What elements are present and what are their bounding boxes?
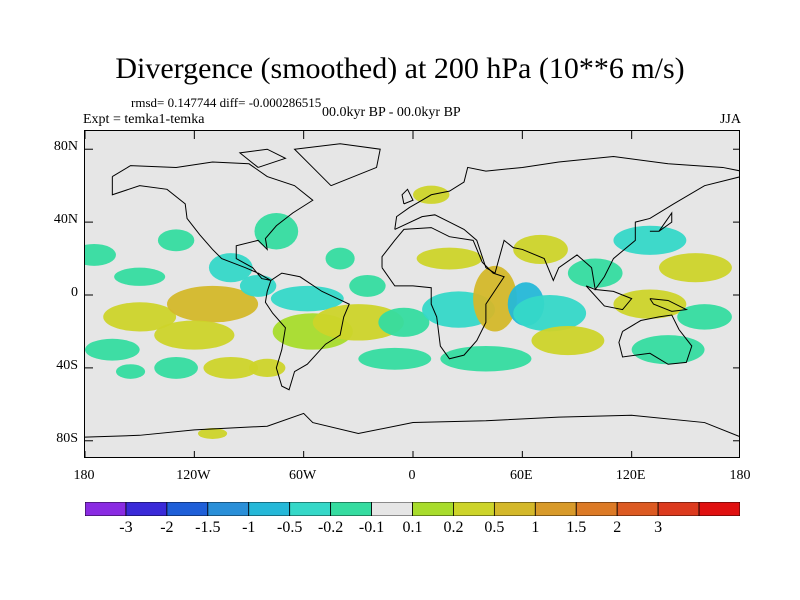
divergence-region-25 [659, 253, 732, 283]
divergence-region-12 [312, 304, 404, 341]
experiment-label: Expt = temka1-temka [83, 112, 205, 127]
divergence-region-2 [157, 229, 195, 252]
period-label: 00.0kyr BP - 00.0kyr BP [322, 105, 461, 120]
coastline-11 [238, 148, 287, 168]
colorbar-swatch-14 [657, 502, 700, 516]
colorbar-label: -0.5 [277, 519, 303, 536]
divergence-region-10 [270, 285, 344, 312]
divergence-region-15 [378, 307, 430, 337]
divergence-region-30 [358, 347, 432, 370]
divergence-region-7 [208, 253, 253, 283]
x-axis-label: 60W [289, 468, 317, 483]
colorbar-label: -3 [119, 519, 133, 536]
y-axis-label: 80S [56, 430, 78, 446]
colorbar-swatch-5 [289, 502, 332, 516]
colorbar-swatch-1 [125, 502, 168, 516]
coastline-6 [85, 412, 739, 438]
season-label: JJA [719, 112, 741, 127]
y-axis-label: 0 [71, 285, 78, 300]
coastline-5 [618, 314, 693, 365]
coastline-0 [111, 161, 314, 281]
divergence-region-17 [416, 247, 483, 270]
divergence-region-8 [239, 274, 277, 297]
divergence-region-26 [613, 289, 687, 319]
divergence-region-1 [114, 267, 166, 286]
colorbar-label: 2 [613, 519, 622, 536]
colorbar-swatch-7 [371, 502, 413, 516]
y-axis-label: 40S [56, 357, 78, 373]
divergence-region-21 [531, 325, 605, 356]
colorbar-label: 1.5 [566, 519, 587, 536]
divergence-field-map [85, 131, 739, 457]
colorbar-label: 0.2 [443, 519, 464, 536]
colorbar [85, 502, 740, 516]
x-axis-label: 180 [729, 468, 751, 483]
y-axis-label: 40N [53, 212, 78, 228]
divergence-region-3 [103, 302, 177, 332]
coastline-2 [293, 143, 381, 187]
rmsd-diff-stats: rmsd= 0.147744 diff= -0.000286515 [131, 95, 322, 110]
divergence-region-23 [567, 258, 623, 288]
coastline-1 [264, 272, 350, 391]
x-axis-label: 120W [176, 468, 211, 483]
divergence-region-24 [613, 225, 687, 255]
colorbar-label: -2 [160, 519, 174, 536]
x-axis-label: 120E [615, 468, 646, 483]
colorbar-swatch-3 [207, 502, 250, 516]
colorbar-swatch-2 [166, 502, 209, 516]
colorbar-swatch-13 [616, 502, 659, 516]
map-panel [84, 130, 740, 458]
divergence-region-27 [677, 304, 732, 330]
divergence-region-20 [513, 295, 587, 332]
divergence-region-22 [513, 234, 568, 265]
divergence-region-35 [115, 364, 146, 379]
colorbar-label: -0.2 [317, 519, 344, 536]
coastline-7 [585, 285, 633, 311]
divergence-region-18 [473, 265, 517, 332]
divergence-region-4 [167, 285, 259, 323]
colorbar-label: -1 [242, 519, 256, 536]
divergence-region-9 [254, 213, 299, 250]
colorbar-label: 3 [654, 519, 663, 536]
divergence-region-0 [85, 243, 116, 266]
divergence-region-36 [197, 428, 228, 439]
colorbar-swatch-15 [698, 502, 740, 516]
colorbar-label: 0.5 [484, 519, 505, 536]
coastline-3 [381, 227, 505, 360]
colorbar-swatch-11 [534, 502, 577, 516]
colorbar-swatch-8 [412, 502, 454, 516]
colorbar-swatch-10 [493, 502, 536, 516]
plot-title: Divergence (smoothed) at 200 hPa (10**6 … [115, 52, 685, 85]
colorbar-swatch-12 [575, 502, 618, 516]
colorbar-label: 1 [531, 519, 540, 536]
coastline-10 [649, 298, 689, 312]
divergence-region-13 [349, 274, 386, 297]
divergence-region-28 [631, 335, 705, 365]
divergence-region-6 [85, 338, 140, 361]
x-axis-label: 180 [73, 468, 95, 483]
coastline-8 [649, 211, 673, 232]
colorbar-label: -0.1 [358, 519, 385, 536]
colorbar-swatch-4 [248, 502, 291, 516]
x-axis-label: 0 [408, 468, 416, 483]
divergence-region-33 [249, 358, 286, 377]
divergence-region-32 [203, 356, 259, 379]
divergence-region-29 [440, 346, 532, 372]
divergence-region-14 [325, 247, 355, 270]
colorbar-label: 0.1 [402, 519, 423, 536]
divergence-region-5 [154, 320, 235, 350]
coastline-9 [401, 188, 414, 205]
colorbar-swatch-9 [453, 502, 495, 516]
coastline-4 [394, 156, 739, 291]
colorbar-swatch-6 [330, 502, 372, 516]
divergence-region-34 [154, 356, 198, 379]
y-axis-label: 80N [53, 139, 78, 155]
colorbar-label: -1.5 [195, 519, 221, 536]
colorbar-swatch-0 [85, 502, 127, 516]
x-axis-label: 60E [510, 468, 533, 483]
